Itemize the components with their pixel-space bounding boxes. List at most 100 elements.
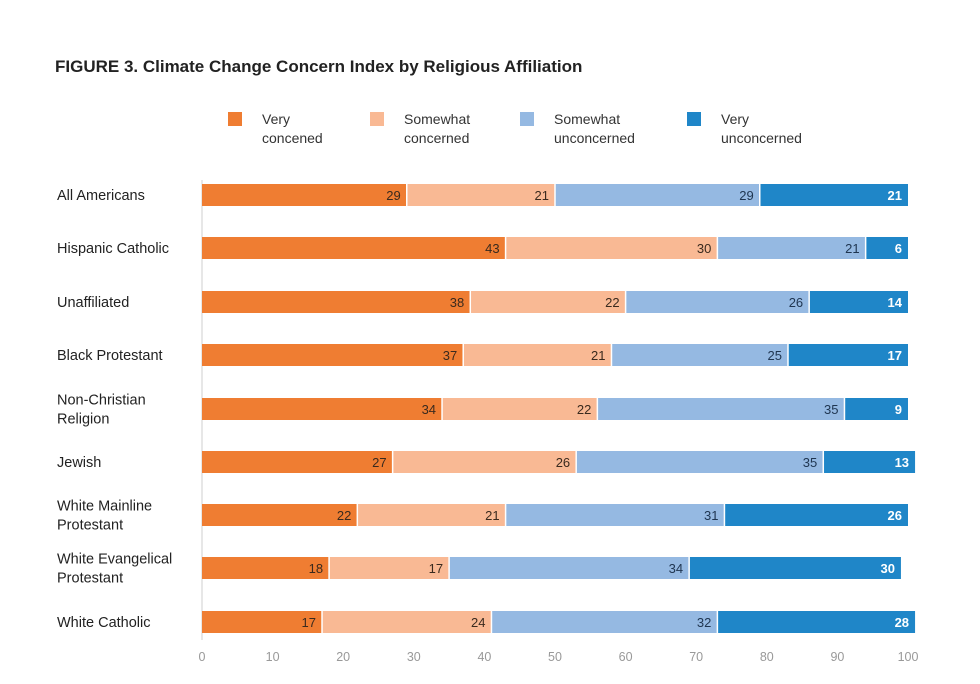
- data-label: 26: [888, 508, 902, 523]
- category-label: Unaffiliated: [57, 295, 129, 311]
- data-label: 29: [386, 188, 400, 203]
- bar-segment: [329, 557, 450, 579]
- category-label: White Mainline Protestant: [57, 499, 152, 534]
- bar-segment: [787, 344, 908, 366]
- bar-segment: [505, 504, 725, 526]
- x-tick-label: 30: [407, 650, 421, 664]
- x-tick-label: 100: [898, 650, 919, 664]
- bar-segment: [202, 611, 323, 633]
- x-tick-label: 10: [266, 650, 280, 664]
- bar-segment: [202, 344, 464, 366]
- data-label: 21: [591, 348, 605, 363]
- x-tick-label: 40: [477, 650, 491, 664]
- category-label: Jewish: [57, 455, 101, 471]
- data-label: 22: [605, 295, 619, 310]
- data-label: 31: [704, 508, 718, 523]
- category-label: White Evangelical Protestant: [57, 552, 172, 587]
- x-tick-label: 20: [336, 650, 350, 664]
- x-tick-label: 60: [619, 650, 633, 664]
- bar-segment: [322, 611, 492, 633]
- bar-segment: [470, 291, 626, 313]
- bar-segment: [597, 398, 845, 420]
- bar-segment: [202, 237, 506, 259]
- bar-segment: [406, 184, 555, 206]
- category-label: All Americans: [57, 188, 145, 204]
- category-label: Black Protestant: [57, 348, 163, 364]
- data-label: 21: [535, 188, 549, 203]
- data-label: 25: [768, 348, 782, 363]
- data-label: 14: [888, 295, 903, 310]
- bar-segment: [392, 451, 577, 473]
- data-label: 21: [845, 241, 859, 256]
- bar-segment: [576, 451, 824, 473]
- data-label: 18: [309, 561, 323, 576]
- bar-segment: [357, 504, 506, 526]
- legend-label: Somewhat unconcerned: [554, 111, 635, 146]
- bar-segment: [759, 184, 908, 206]
- data-label: 29: [739, 188, 753, 203]
- data-label: 30: [880, 561, 894, 576]
- data-label: 13: [895, 455, 909, 470]
- data-label: 35: [803, 455, 817, 470]
- legend-label: Somewhat concerned: [404, 111, 471, 146]
- data-label: 35: [824, 402, 838, 417]
- data-label: 17: [302, 615, 316, 630]
- bar-segment: [202, 504, 358, 526]
- data-label: 34: [422, 402, 436, 417]
- data-label: 22: [577, 402, 591, 417]
- data-label: 32: [697, 615, 711, 630]
- data-label: 37: [443, 348, 457, 363]
- bar-segment: [724, 504, 908, 526]
- bar-segment: [689, 557, 901, 579]
- data-label: 26: [789, 295, 803, 310]
- bar-segment: [611, 344, 788, 366]
- bar-segment: [463, 344, 612, 366]
- legend-swatch: [520, 112, 534, 126]
- bar-segment: [202, 184, 407, 206]
- legend-swatch: [687, 112, 701, 126]
- category-label: Hispanic Catholic: [57, 241, 169, 257]
- bar-segment: [555, 184, 760, 206]
- legend-label: Very unconcerned: [721, 111, 802, 146]
- x-tick-label: 50: [548, 650, 562, 664]
- bar-segment: [202, 291, 471, 313]
- bar-segment: [865, 237, 908, 259]
- bar-segment: [505, 237, 718, 259]
- x-tick-label: 70: [689, 650, 703, 664]
- data-label: 21: [485, 508, 499, 523]
- bar-segment: [717, 611, 916, 633]
- bar-segment: [442, 398, 598, 420]
- data-label: 26: [556, 455, 570, 470]
- data-label: 43: [485, 241, 499, 256]
- bar-segment: [202, 451, 393, 473]
- legend-swatch: [228, 112, 242, 126]
- x-tick-label: 80: [760, 650, 774, 664]
- bar-segment: [202, 557, 330, 579]
- bar-segment: [202, 398, 443, 420]
- bar-segment: [823, 451, 916, 473]
- data-label: 38: [450, 295, 464, 310]
- x-tick-label: 90: [830, 650, 844, 664]
- bar-segment: [449, 557, 690, 579]
- data-label: 22: [337, 508, 351, 523]
- x-tick-label: 0: [199, 650, 206, 664]
- bar-segment: [717, 237, 866, 259]
- data-label: 17: [888, 348, 902, 363]
- data-label: 17: [429, 561, 443, 576]
- category-label: Non-Christian Religion: [57, 393, 146, 428]
- legend-label: Very concened: [262, 111, 323, 146]
- data-label: 9: [895, 402, 902, 417]
- category-label: White Catholic: [57, 615, 150, 631]
- data-label: 30: [697, 241, 711, 256]
- data-label: 21: [888, 188, 902, 203]
- data-label: 24: [471, 615, 485, 630]
- data-label: 28: [895, 615, 909, 630]
- bar-segment: [844, 398, 908, 420]
- data-label: 6: [895, 241, 902, 256]
- legend-swatch: [370, 112, 384, 126]
- bar-segment: [491, 611, 718, 633]
- bar-segment: [625, 291, 810, 313]
- chart-title: FIGURE 3. Climate Change Concern Index b…: [55, 57, 583, 76]
- bar-segment: [809, 291, 908, 313]
